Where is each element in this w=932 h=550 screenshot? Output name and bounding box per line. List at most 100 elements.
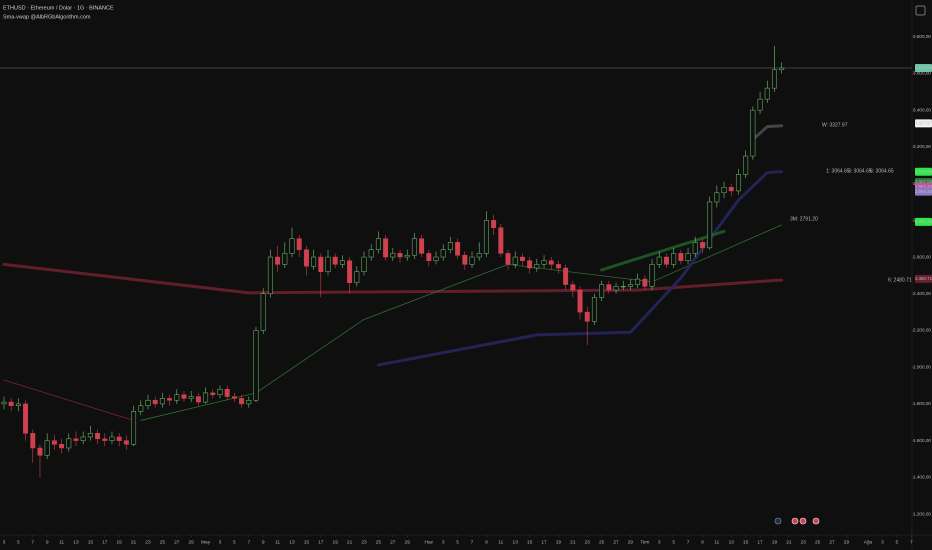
candle-body — [354, 271, 360, 283]
price-label: 3.007,93 — [915, 179, 932, 184]
candle-layer — [1, 45, 785, 478]
candle-body — [671, 253, 677, 265]
candle-body — [707, 201, 713, 249]
candle-body — [224, 388, 230, 397]
x-tick-label: 3 — [3, 539, 6, 545]
x-tick-label: 19 — [772, 539, 778, 545]
price-label: 3.064,65 — [915, 169, 932, 174]
x-tick-label: 3 — [219, 539, 222, 545]
indicator-name: Sma-vwap @AlbRGbAlgorithm.com — [3, 14, 91, 20]
price-label: 2.956,18 — [915, 189, 932, 194]
candle-body — [239, 398, 245, 405]
candle-body — [541, 260, 547, 265]
x-tick-label: 27 — [829, 539, 835, 545]
candle-body — [174, 394, 180, 401]
x-tick-label: 21 — [131, 539, 137, 545]
x-tick-label: 27 — [613, 539, 619, 545]
x-tick-label: 3 — [442, 539, 445, 545]
x-tick-label: 17 — [757, 539, 763, 545]
candle-body — [210, 392, 216, 395]
x-tick-label: 25 — [815, 539, 821, 545]
price-label: 2.982,40 — [915, 184, 932, 189]
x-tick-label: 15 — [743, 539, 749, 545]
candle-body — [570, 284, 576, 291]
annotation: 6: 3064.65 — [870, 168, 894, 174]
candle-body — [750, 109, 756, 157]
x-tick-label: 11 — [275, 539, 280, 545]
candle-body — [627, 284, 633, 287]
candle-body — [383, 238, 389, 258]
x-tick-label: May — [201, 539, 211, 545]
candle-body — [455, 242, 461, 256]
price-label-box — [915, 274, 932, 283]
candle-body — [721, 187, 727, 194]
candle-body — [656, 256, 662, 265]
chart-title: ETHUSD · Ethereum / Dolar · 1G · BINANCE — [3, 5, 114, 11]
x-tick-label: 23 — [361, 539, 367, 545]
event-icon[interactable] — [774, 517, 782, 525]
x-tick-label: 15 — [527, 539, 533, 545]
candle-body — [663, 256, 669, 265]
x-tick-label: 3 — [658, 539, 661, 545]
candle-body — [527, 260, 533, 269]
y-tick-label: 2.400,00 — [913, 291, 931, 296]
candle-body — [476, 253, 482, 258]
x-tick-label: Haz — [425, 539, 434, 545]
x-tick-label: 13 — [513, 539, 519, 545]
annotation: 6: 2480.71 — [888, 277, 912, 283]
candle-body — [167, 398, 173, 401]
indicator-line — [376, 170, 784, 367]
x-tick-label: 9 — [262, 539, 265, 545]
annotation: W: 3327.97 — [822, 122, 848, 128]
candle-body — [37, 447, 43, 456]
candle-body — [692, 242, 698, 254]
candle-body — [303, 249, 309, 267]
x-tick-label: 25 — [376, 539, 382, 545]
candle-body — [764, 87, 770, 100]
event-icon[interactable] — [812, 517, 820, 525]
x-tick-label: 7 — [687, 539, 690, 545]
x-tick-label: 27 — [174, 539, 180, 545]
y-tick-label: 1.400,00 — [913, 475, 931, 480]
x-tick-label: 5 — [896, 539, 899, 545]
candle-body — [131, 411, 137, 445]
candle-body — [563, 267, 569, 285]
price-label-box — [915, 63, 932, 72]
candle-body — [584, 311, 590, 322]
candle-body — [699, 242, 705, 249]
x-tick-label: 7 — [910, 539, 913, 545]
settings-button[interactable] — [915, 5, 926, 16]
price-label-box — [915, 167, 932, 176]
candle-body — [771, 69, 777, 89]
y-tick-label: 2.200,00 — [913, 328, 931, 333]
candle-body — [181, 394, 187, 399]
candle-body — [23, 403, 29, 434]
candle-body — [483, 220, 489, 254]
x-tick-label: 11 — [714, 539, 719, 545]
candle-body — [260, 293, 266, 331]
price-label: 2.480,71 — [915, 276, 932, 281]
candle-body — [397, 253, 403, 258]
event-icon[interactable] — [791, 517, 799, 525]
x-tick-label: 11 — [59, 539, 64, 545]
candle-body — [685, 253, 691, 261]
price-label: 3.327,97 — [915, 121, 932, 126]
candle-body — [339, 260, 345, 265]
candle-body — [613, 286, 619, 291]
candle-body — [512, 256, 518, 265]
x-tick-label: 23 — [801, 539, 807, 545]
x-tick-label: 21 — [786, 539, 792, 545]
annotation: 3M: 2791.20 — [790, 216, 818, 222]
candle-body — [87, 433, 93, 438]
candle-body — [714, 192, 720, 203]
candle-body — [440, 249, 446, 258]
candle-body — [30, 433, 36, 449]
annotation: 3: 3064.65 — [848, 168, 872, 174]
candle-body — [138, 405, 144, 412]
indicator-line — [3, 379, 134, 421]
event-icon[interactable] — [799, 517, 807, 525]
candle-body — [419, 238, 425, 254]
price-label-box — [915, 187, 932, 196]
candle-body — [116, 436, 122, 441]
candle-body — [606, 284, 612, 291]
